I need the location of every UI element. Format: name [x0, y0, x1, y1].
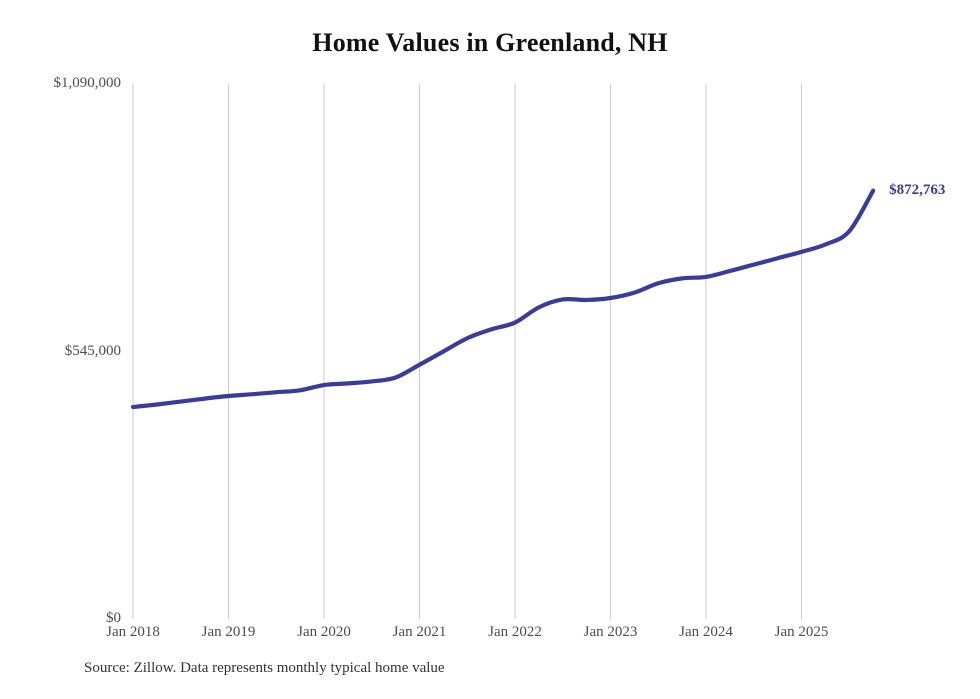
source-note: Source: Zillow. Data represents monthly … — [84, 660, 445, 676]
x-tick-label: Jan 2024 — [679, 624, 733, 640]
x-tick-label: Jan 2023 — [583, 624, 638, 640]
x-tick-label: Jan 2019 — [201, 624, 256, 640]
x-tick-label: Jan 2018 — [106, 624, 160, 640]
gridline-group — [132, 84, 802, 619]
x-tick-label: Jan 2021 — [392, 624, 447, 640]
x-tick-label: Jan 2022 — [488, 624, 542, 640]
y-tick-label: $1,090,000 — [53, 75, 122, 91]
x-tick-label: Jan 2025 — [774, 624, 829, 640]
data-series-line — [130, 188, 876, 410]
y-tick-label: $545,000 — [64, 342, 121, 359]
x-tick-label: Jan 2020 — [297, 624, 351, 640]
end-value-annotation: $872,763 — [889, 181, 946, 198]
chart-title: Home Values in Greenland, NH — [312, 28, 668, 57]
y-tick-label: $0 — [106, 610, 121, 626]
